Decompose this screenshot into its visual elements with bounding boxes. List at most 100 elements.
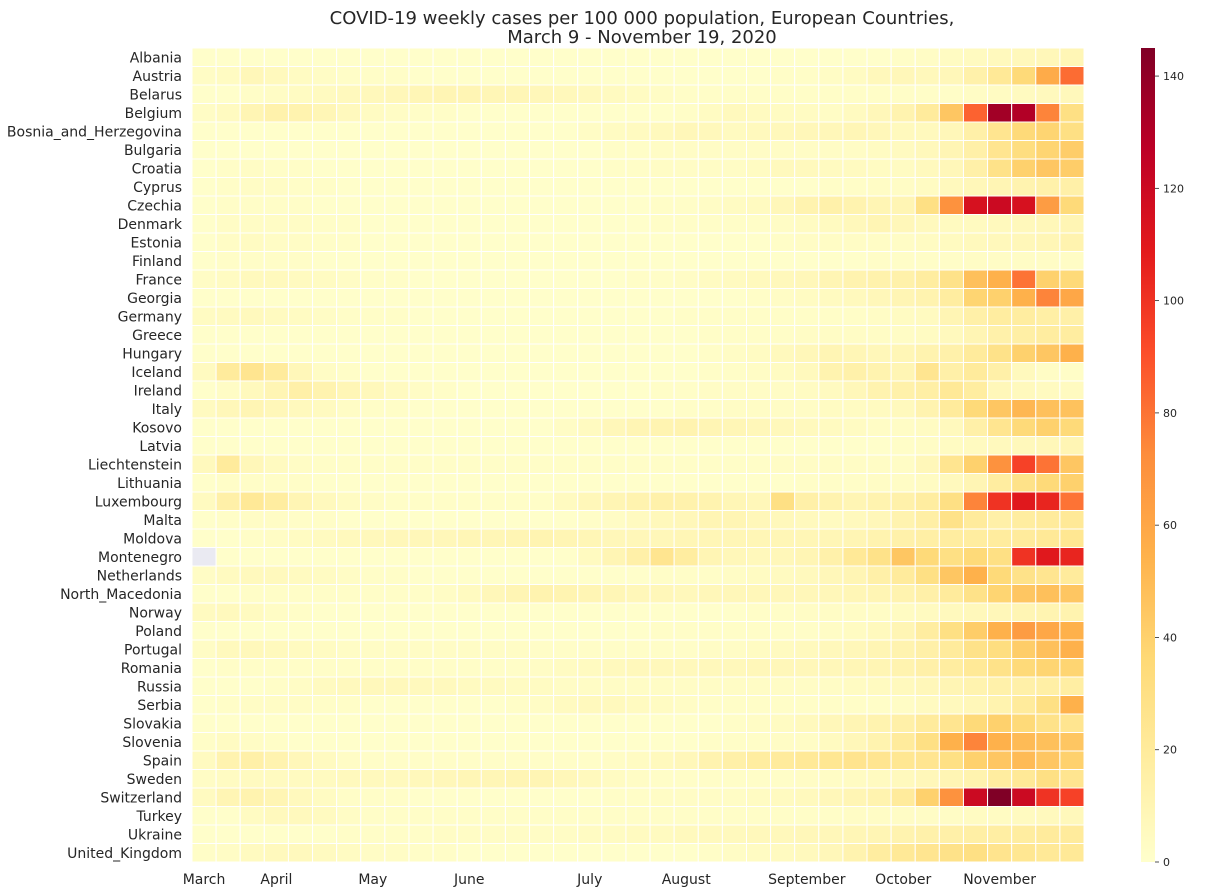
heatmap-cell <box>745 584 772 604</box>
heatmap-cell <box>745 158 772 178</box>
heatmap-cell <box>818 269 844 289</box>
heatmap-cell <box>987 269 1013 289</box>
heatmap-cell <box>1035 473 1061 493</box>
heatmap-cell <box>649 158 675 178</box>
heatmap-cell <box>649 325 675 345</box>
heatmap-cell <box>360 528 386 548</box>
heatmap-cell <box>697 528 723 548</box>
heatmap-cell <box>239 399 265 419</box>
heatmap-cell <box>215 399 241 419</box>
heatmap-cell <box>890 454 916 474</box>
heatmap-cell <box>649 732 675 752</box>
colorbar-tick-label: 0 <box>1163 856 1170 869</box>
heatmap-cell <box>263 343 289 363</box>
heatmap-cell <box>312 84 338 104</box>
heatmap-cell <box>239 177 265 197</box>
row-label: Denmark <box>118 217 183 233</box>
heatmap-cell <box>1035 103 1061 123</box>
row-label: Estonia <box>130 235 182 251</box>
row-label: United_Kingdom <box>67 846 182 862</box>
heatmap-cell <box>577 602 603 622</box>
heatmap-cell <box>962 750 989 770</box>
heatmap-cell <box>818 195 844 215</box>
heatmap-cell <box>914 269 940 289</box>
heatmap-cell <box>287 288 314 308</box>
heatmap-cell <box>336 417 362 437</box>
heatmap-cell <box>1011 47 1037 67</box>
heatmap-cell <box>745 214 772 234</box>
heatmap-cell <box>770 232 796 252</box>
heatmap-cell <box>625 750 651 770</box>
heatmap-cell <box>697 491 723 511</box>
heatmap-cell <box>649 436 675 456</box>
heatmap-cell <box>360 824 386 844</box>
heatmap-cell <box>287 602 314 622</box>
heatmap-cell <box>866 584 892 604</box>
heatmap-cell <box>336 565 362 585</box>
heatmap-cell <box>914 251 940 271</box>
heatmap-cell <box>794 843 820 863</box>
heatmap-cell <box>553 713 579 733</box>
heatmap-cell <box>480 380 506 400</box>
heatmap-cell <box>649 417 675 437</box>
heatmap-cell <box>794 121 820 141</box>
heatmap-cell <box>697 362 723 382</box>
heatmap-cell <box>818 47 844 67</box>
heatmap-cell <box>408 695 434 715</box>
heatmap-cell <box>721 750 747 770</box>
heatmap-cell <box>673 510 699 530</box>
heatmap-cell <box>625 399 651 419</box>
heatmap-cell <box>842 343 868 363</box>
heatmap-cell <box>336 288 362 308</box>
heatmap-cell <box>866 417 892 437</box>
heatmap-cell <box>818 491 844 511</box>
heatmap-cell <box>191 787 217 807</box>
heatmap-cell <box>601 732 627 752</box>
heatmap-cell <box>191 769 217 789</box>
heatmap-cell <box>1035 251 1061 271</box>
row-label: Italy <box>152 402 182 418</box>
heatmap-cell <box>625 713 651 733</box>
heatmap-cell <box>408 658 434 678</box>
heatmap-cell <box>336 824 362 844</box>
heatmap-cell <box>529 621 555 641</box>
heatmap-cell <box>745 84 772 104</box>
heatmap-cell <box>721 343 747 363</box>
heatmap-cell <box>312 787 338 807</box>
heatmap-cell <box>408 843 434 863</box>
heatmap-cell <box>649 362 675 382</box>
heatmap-cell <box>553 732 579 752</box>
heatmap-cell <box>1059 288 1085 308</box>
heatmap-cell <box>239 473 265 493</box>
heatmap-cell <box>553 251 579 271</box>
heatmap-cell <box>818 325 844 345</box>
heatmap-cell <box>649 177 675 197</box>
heatmap-cell <box>842 380 868 400</box>
heatmap-cell <box>191 306 217 326</box>
heatmap-cell <box>625 84 651 104</box>
heatmap-cell <box>432 528 458 548</box>
heatmap-cell <box>770 306 796 326</box>
heatmap-cell <box>529 732 555 752</box>
heatmap-cell <box>962 824 989 844</box>
heatmap-cell <box>577 399 603 419</box>
row-label: Portugal <box>124 642 182 658</box>
heatmap-cell <box>577 565 603 585</box>
heatmap-cell <box>673 436 699 456</box>
heatmap-cell <box>360 121 386 141</box>
heatmap-cell <box>577 177 603 197</box>
heatmap-cell <box>962 695 989 715</box>
heatmap-cell <box>263 47 289 67</box>
heatmap-cell <box>480 658 506 678</box>
heatmap-cell <box>1035 362 1061 382</box>
heatmap-cell <box>649 473 675 493</box>
heatmap-cell <box>287 380 314 400</box>
heatmap-cell <box>890 824 916 844</box>
heatmap-cell <box>938 528 964 548</box>
heatmap-cell <box>504 676 531 696</box>
heatmap-cell <box>673 417 699 437</box>
heatmap-cell <box>263 510 289 530</box>
heatmap-cell <box>938 843 964 863</box>
heatmap-cell <box>601 602 627 622</box>
